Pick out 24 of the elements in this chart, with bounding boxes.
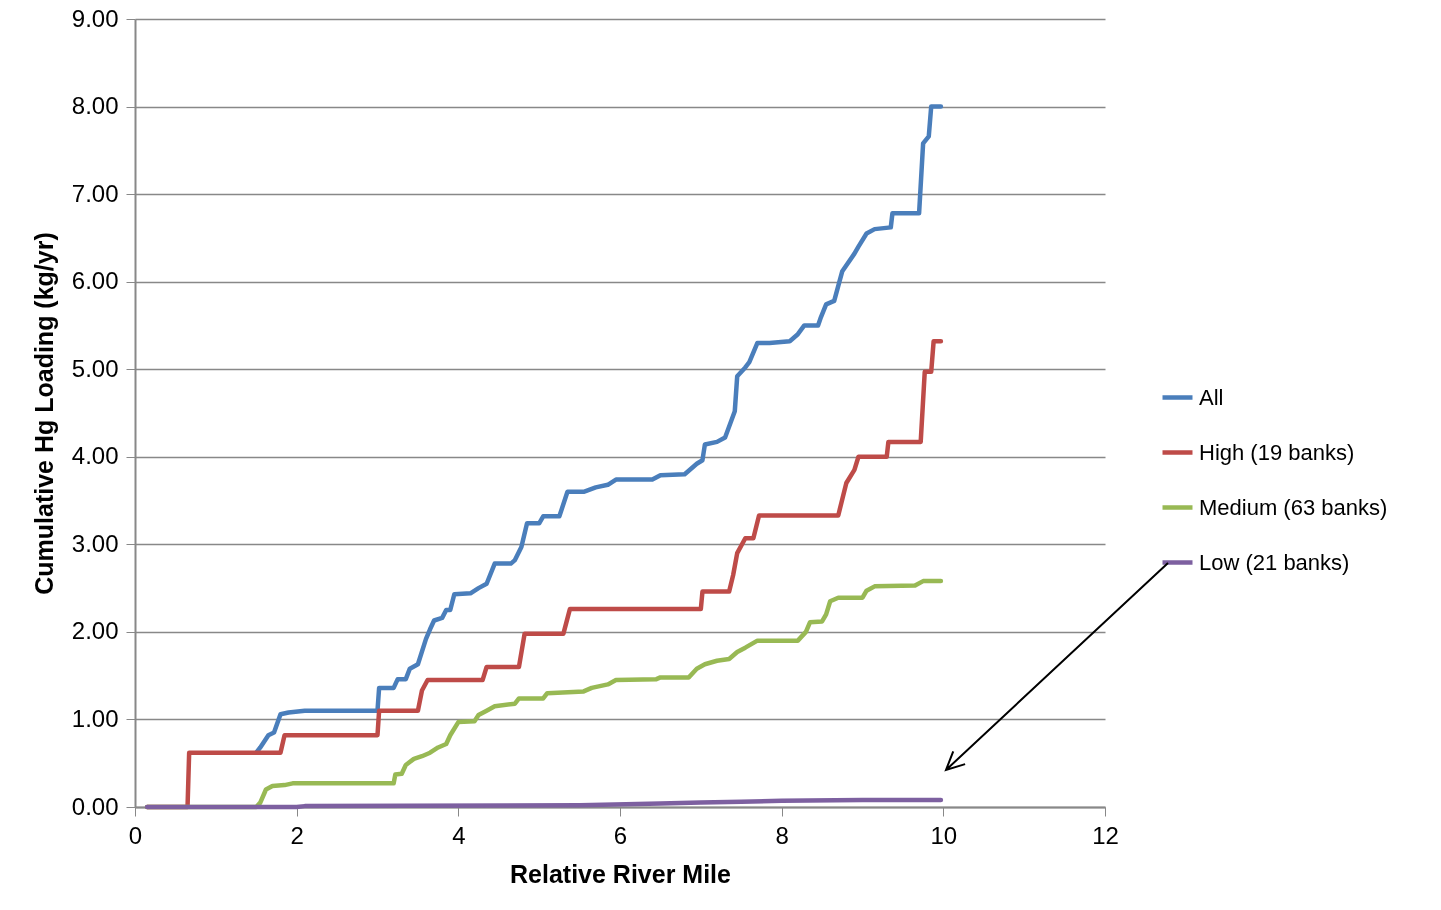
x-tick-label: 4 (452, 821, 466, 849)
y-tick-label: 1.00 (71, 704, 119, 732)
x-tick-label: 8 (775, 821, 789, 849)
y-axis-title: Cumulative Hg Loading (kg/yr) (29, 232, 58, 595)
x-tick-label: 6 (613, 821, 628, 849)
legend-label: Low (21 banks) (1199, 549, 1350, 575)
y-tick-label: 9.00 (71, 4, 119, 32)
x-tick-label: 12 (1092, 821, 1119, 849)
legend-label: All (1199, 384, 1224, 410)
x-tick-label: 10 (930, 821, 958, 849)
line-series (144, 797, 944, 810)
x-axis-title: Relative River Mile (510, 859, 732, 888)
legend-label: High (19 banks) (1199, 439, 1355, 465)
y-tick-label: 6.00 (71, 267, 119, 295)
y-tick-label: 5.00 (71, 354, 119, 382)
y-tick-label: 8.00 (71, 92, 119, 120)
y-tick-label: 4.00 (71, 442, 119, 470)
y-tick-label: 7.00 (71, 179, 119, 207)
y-tick-label: 2.00 (71, 617, 119, 645)
x-tick-label: 2 (290, 821, 304, 849)
legend-label: Medium (63 banks) (1199, 494, 1388, 520)
y-tick-label: 3.00 (71, 529, 119, 557)
x-tick-label: 0 (128, 821, 143, 849)
y-tick-label: 0.00 (71, 792, 119, 820)
